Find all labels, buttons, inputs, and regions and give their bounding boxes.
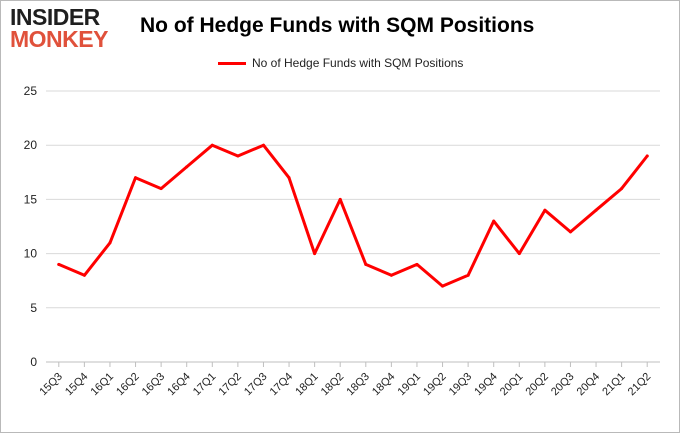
series-layer: [57, 143, 649, 288]
data-point: [57, 262, 61, 266]
x-tick-label: 15Q3: [37, 371, 65, 399]
series-line-0: [57, 143, 649, 288]
x-tick-label: 20Q1: [498, 371, 526, 399]
y-tick-label: 5: [30, 301, 37, 315]
data-point: [134, 176, 138, 180]
y-tick-label: 25: [24, 84, 38, 98]
x-tick-label: 16Q1: [89, 371, 117, 399]
y-tick-label: 20: [24, 138, 38, 152]
x-tick-label: 18Q3: [344, 371, 372, 399]
data-point: [210, 143, 214, 147]
x-tick-label: 16Q2: [114, 371, 142, 399]
data-point: [389, 273, 393, 277]
x-tick-label: 21Q1: [600, 371, 628, 399]
x-tick-label: 17Q1: [191, 371, 219, 399]
data-point: [159, 187, 163, 191]
data-point: [466, 273, 470, 277]
data-point: [236, 154, 240, 158]
data-point: [338, 197, 342, 201]
data-point: [441, 284, 445, 288]
chart-title: No of Hedge Funds with SQM Positions: [140, 14, 535, 37]
insider-monkey-logo: INSIDER MONKEY: [10, 6, 128, 56]
x-tick-label: 20Q4: [575, 371, 603, 399]
x-tick-label: 17Q2: [216, 371, 244, 399]
data-point: [620, 187, 624, 191]
data-point: [517, 252, 521, 256]
x-tick-label: 17Q3: [242, 371, 270, 399]
x-tick-label: 18Q2: [319, 371, 347, 399]
x-tick-label: 16Q3: [140, 371, 168, 399]
data-point: [82, 273, 86, 277]
y-axis: 0 5 10 15 20 25: [24, 84, 38, 369]
data-point: [543, 208, 547, 212]
data-point: [364, 262, 368, 266]
legend-swatch: [218, 61, 246, 65]
data-point: [594, 208, 598, 212]
data-point: [492, 219, 496, 223]
data-point: [185, 165, 189, 169]
x-tick-label: 19Q3: [447, 371, 475, 399]
data-point: [568, 230, 572, 234]
data-point: [415, 262, 419, 266]
data-point: [287, 176, 291, 180]
x-tick-label: 15Q4: [63, 371, 91, 399]
chart-legend: No of Hedge Funds with SQM Positions: [218, 55, 463, 71]
data-point: [645, 154, 649, 158]
legend-label: No of Hedge Funds with SQM Positions: [252, 56, 464, 70]
x-tick-label: 19Q1: [396, 371, 424, 399]
x-tick-label: 18Q1: [293, 371, 321, 399]
data-point: [313, 252, 317, 256]
data-point: [108, 241, 112, 245]
x-tick-label: 18Q4: [370, 371, 398, 399]
data-point: [261, 143, 265, 147]
x-tick-label: 19Q2: [421, 371, 449, 399]
x-axis: 15Q315Q416Q116Q216Q316Q417Q117Q217Q317Q4…: [37, 362, 653, 398]
x-tick-label: 19Q4: [472, 371, 500, 399]
x-tick-label: 16Q4: [165, 371, 193, 399]
gridlines: [46, 90, 660, 363]
logo-line-monkey: MONKEY: [10, 26, 108, 52]
logo-line-insider: INSIDER: [10, 4, 100, 30]
x-tick-label: 17Q4: [268, 371, 296, 399]
y-tick-label: 10: [24, 247, 38, 261]
y-tick-label: 15: [24, 192, 38, 206]
x-tick-label: 20Q3: [549, 371, 577, 399]
x-tick-label: 20Q2: [523, 371, 551, 399]
y-tick-label: 0: [30, 355, 37, 369]
x-tick-label: 21Q2: [626, 371, 654, 399]
